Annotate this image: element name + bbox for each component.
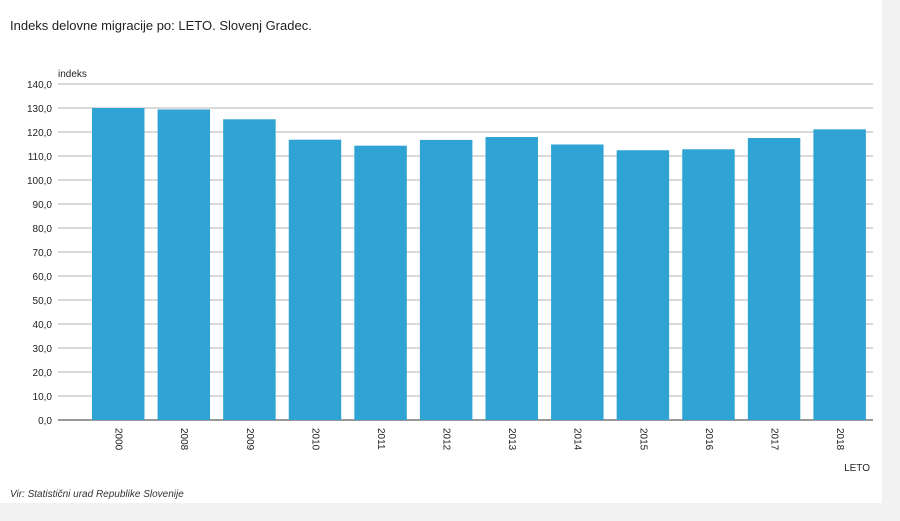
y-tick-label: 20,0 — [33, 368, 53, 379]
x-tick-label: 2014 — [572, 428, 583, 451]
bar — [92, 108, 145, 420]
bar-chart: 0,0 10,0 20,0 30,0 40,0 50,0 60,0 70,0 80,0 90,0 1… — [27, 69, 873, 474]
x-tick-label: 2015 — [637, 428, 648, 451]
x-tick-label: 2012 — [441, 428, 452, 451]
bar — [157, 109, 211, 420]
bar — [747, 138, 801, 420]
y-tick-label: 0,0 — [38, 416, 52, 427]
x-tick-label: 2016 — [703, 428, 714, 451]
bar — [616, 150, 670, 421]
bar — [288, 139, 342, 420]
bar — [813, 129, 866, 421]
chart-title: Indeks delovne migracije po: LETO. Slove… — [10, 18, 312, 33]
x-tick-label: 2013 — [506, 428, 517, 451]
y-tick-label: 10,0 — [33, 392, 53, 403]
bar — [485, 137, 538, 421]
y-axis-label: indeks — [58, 69, 87, 80]
y-tick-label: 140,0 — [27, 80, 52, 91]
bar — [419, 139, 473, 421]
chart-panel: Indeks delovne migracije po: LETO. Slove… — [0, 0, 882, 503]
x-tick-label: 2008 — [178, 428, 189, 451]
y-tick-label: 30,0 — [33, 344, 53, 355]
x-tick-label: 2017 — [768, 428, 779, 451]
y-tick-label: 90,0 — [33, 200, 53, 211]
source-note: Vir: Statistični urad Republike Slovenij… — [10, 489, 184, 500]
y-tick-label: 40,0 — [33, 320, 53, 331]
y-tick-label: 120,0 — [27, 128, 52, 139]
x-tick-label: 2011 — [375, 428, 386, 450]
x-tick-label: 2010 — [309, 428, 320, 451]
y-tick-label: 100,0 — [27, 176, 52, 187]
x-tick-label: 2018 — [834, 428, 845, 451]
y-tick-label: 50,0 — [33, 296, 53, 307]
bar — [223, 119, 276, 420]
x-tick-label: 2009 — [244, 428, 255, 451]
y-tick-label: 70,0 — [33, 248, 53, 259]
bar — [551, 144, 604, 421]
y-tick-label: 110,0 — [28, 152, 53, 163]
bar — [354, 145, 407, 420]
y-tick-label: 60,0 — [33, 272, 53, 283]
y-tick-label: 80,0 — [33, 224, 53, 235]
x-tick-label: 2000 — [113, 428, 124, 451]
y-tick-label: 130,0 — [27, 104, 52, 115]
x-axis-label: LETO — [844, 463, 870, 474]
bar — [682, 149, 735, 420]
